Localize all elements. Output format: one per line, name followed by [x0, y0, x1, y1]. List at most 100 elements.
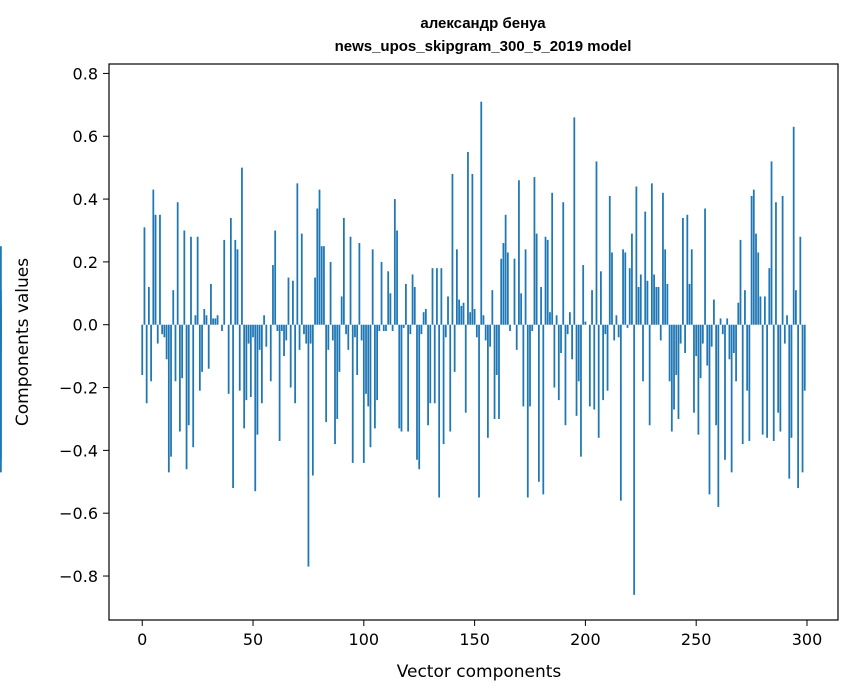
bar	[380, 261, 383, 325]
bar	[245, 324, 248, 401]
bar	[469, 312, 472, 325]
bar	[546, 239, 549, 325]
bar	[761, 324, 764, 435]
bar	[207, 324, 210, 369]
bar	[356, 324, 359, 375]
bar	[254, 324, 257, 492]
bar	[285, 324, 288, 341]
bar	[788, 324, 791, 479]
bar	[329, 261, 332, 325]
bar	[221, 324, 223, 331]
bar	[190, 236, 192, 325]
bar	[564, 324, 567, 426]
bar	[657, 287, 660, 325]
bar	[376, 324, 378, 401]
bar	[575, 324, 578, 416]
bar	[750, 195, 753, 325]
bar	[551, 192, 554, 325]
bar	[449, 324, 452, 432]
bar	[715, 324, 718, 426]
bar	[730, 324, 733, 473]
bar	[307, 324, 310, 567]
bar	[553, 324, 556, 388]
bar	[588, 324, 591, 407]
bar	[287, 277, 290, 325]
bar	[252, 324, 254, 338]
bar	[272, 265, 274, 325]
y-tick-label: 0.8	[73, 64, 98, 83]
bar	[686, 214, 689, 325]
bar	[631, 233, 633, 325]
bar	[154, 214, 157, 325]
x-tick-label: 300	[792, 630, 823, 649]
bar	[803, 324, 806, 391]
bar	[600, 271, 602, 325]
bar	[628, 268, 631, 325]
bar	[772, 324, 775, 441]
bar	[571, 324, 573, 360]
bar	[633, 324, 636, 595]
bar	[615, 315, 618, 325]
bar	[223, 239, 226, 325]
bar	[192, 324, 195, 448]
bar	[247, 324, 250, 344]
bar	[238, 324, 241, 391]
bar	[398, 324, 401, 429]
bar	[593, 324, 596, 410]
bar	[163, 324, 166, 338]
bar	[460, 305, 463, 325]
bar	[757, 252, 760, 325]
bar	[427, 324, 429, 426]
bar	[413, 287, 416, 325]
bar	[274, 230, 277, 325]
bar	[232, 324, 234, 489]
bar	[327, 324, 330, 350]
bar	[783, 324, 786, 344]
bar	[236, 249, 239, 325]
bar	[797, 324, 799, 489]
bar	[724, 324, 726, 460]
bar	[544, 236, 547, 325]
bar	[509, 324, 511, 331]
bar	[613, 324, 616, 341]
bar	[642, 324, 644, 382]
bar	[145, 324, 148, 404]
bar	[611, 252, 613, 325]
bar	[407, 324, 410, 432]
bar	[759, 296, 762, 325]
bar	[309, 324, 312, 344]
bar	[458, 299, 460, 325]
y-tick-label: 0.2	[73, 253, 98, 272]
bar	[442, 324, 445, 445]
bar	[167, 324, 170, 473]
bar	[283, 324, 285, 357]
bar	[699, 324, 702, 379]
chart-subtitle: news_upos_skipgram_300_5_2019 model	[335, 38, 632, 55]
bar	[298, 324, 301, 350]
x-tick-label: 50	[243, 630, 263, 649]
bar	[453, 324, 456, 372]
y-tick-label: −0.2	[59, 379, 98, 398]
bar	[185, 324, 188, 470]
bar	[520, 293, 523, 325]
bar	[748, 324, 751, 441]
bar	[624, 252, 627, 325]
bar	[659, 324, 662, 341]
bar	[256, 324, 259, 435]
bar	[216, 315, 219, 325]
bar	[174, 324, 177, 382]
bar	[243, 324, 246, 429]
bar	[265, 324, 268, 347]
bar	[179, 324, 181, 432]
bar	[560, 324, 562, 353]
bar	[143, 227, 146, 325]
bar	[0, 305, 2, 325]
bar	[280, 324, 283, 331]
bar	[444, 324, 447, 338]
bar	[320, 246, 323, 325]
bar	[296, 183, 299, 325]
bar	[522, 324, 525, 407]
bar	[181, 324, 184, 379]
bar	[701, 324, 704, 344]
bar	[597, 324, 600, 438]
